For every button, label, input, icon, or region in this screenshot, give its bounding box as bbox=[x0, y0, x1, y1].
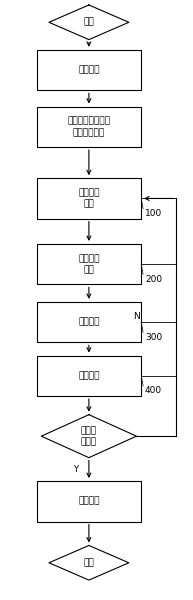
FancyBboxPatch shape bbox=[37, 107, 141, 147]
Text: 测量信道: 测量信道 bbox=[78, 317, 100, 326]
Text: 结束: 结束 bbox=[84, 558, 94, 567]
Text: 数据处理: 数据处理 bbox=[78, 497, 100, 506]
Text: N: N bbox=[134, 311, 140, 320]
Polygon shape bbox=[49, 5, 129, 40]
Polygon shape bbox=[49, 545, 129, 580]
FancyBboxPatch shape bbox=[37, 178, 141, 219]
Text: 开始: 开始 bbox=[84, 18, 94, 27]
Text: 接收扫频
信号: 接收扫频 信号 bbox=[78, 254, 100, 274]
Text: 100: 100 bbox=[145, 209, 162, 218]
Text: 遍历切
换天线: 遍历切 换天线 bbox=[81, 426, 97, 446]
Text: 400: 400 bbox=[145, 386, 162, 395]
Text: 切换天线: 切换天线 bbox=[78, 371, 100, 380]
Text: Y: Y bbox=[73, 465, 78, 474]
FancyBboxPatch shape bbox=[37, 356, 141, 396]
FancyBboxPatch shape bbox=[37, 244, 141, 284]
Text: 200: 200 bbox=[145, 275, 162, 284]
Polygon shape bbox=[41, 415, 136, 458]
Text: 发射扫频
信号: 发射扫频 信号 bbox=[78, 188, 100, 209]
FancyBboxPatch shape bbox=[37, 481, 141, 521]
FancyBboxPatch shape bbox=[37, 50, 141, 91]
Text: 系统设置: 系统设置 bbox=[78, 65, 100, 74]
FancyBboxPatch shape bbox=[37, 302, 141, 343]
Text: 对无线信道的频率
响应进行校准: 对无线信道的频率 响应进行校准 bbox=[67, 117, 110, 137]
Text: 300: 300 bbox=[145, 332, 162, 341]
